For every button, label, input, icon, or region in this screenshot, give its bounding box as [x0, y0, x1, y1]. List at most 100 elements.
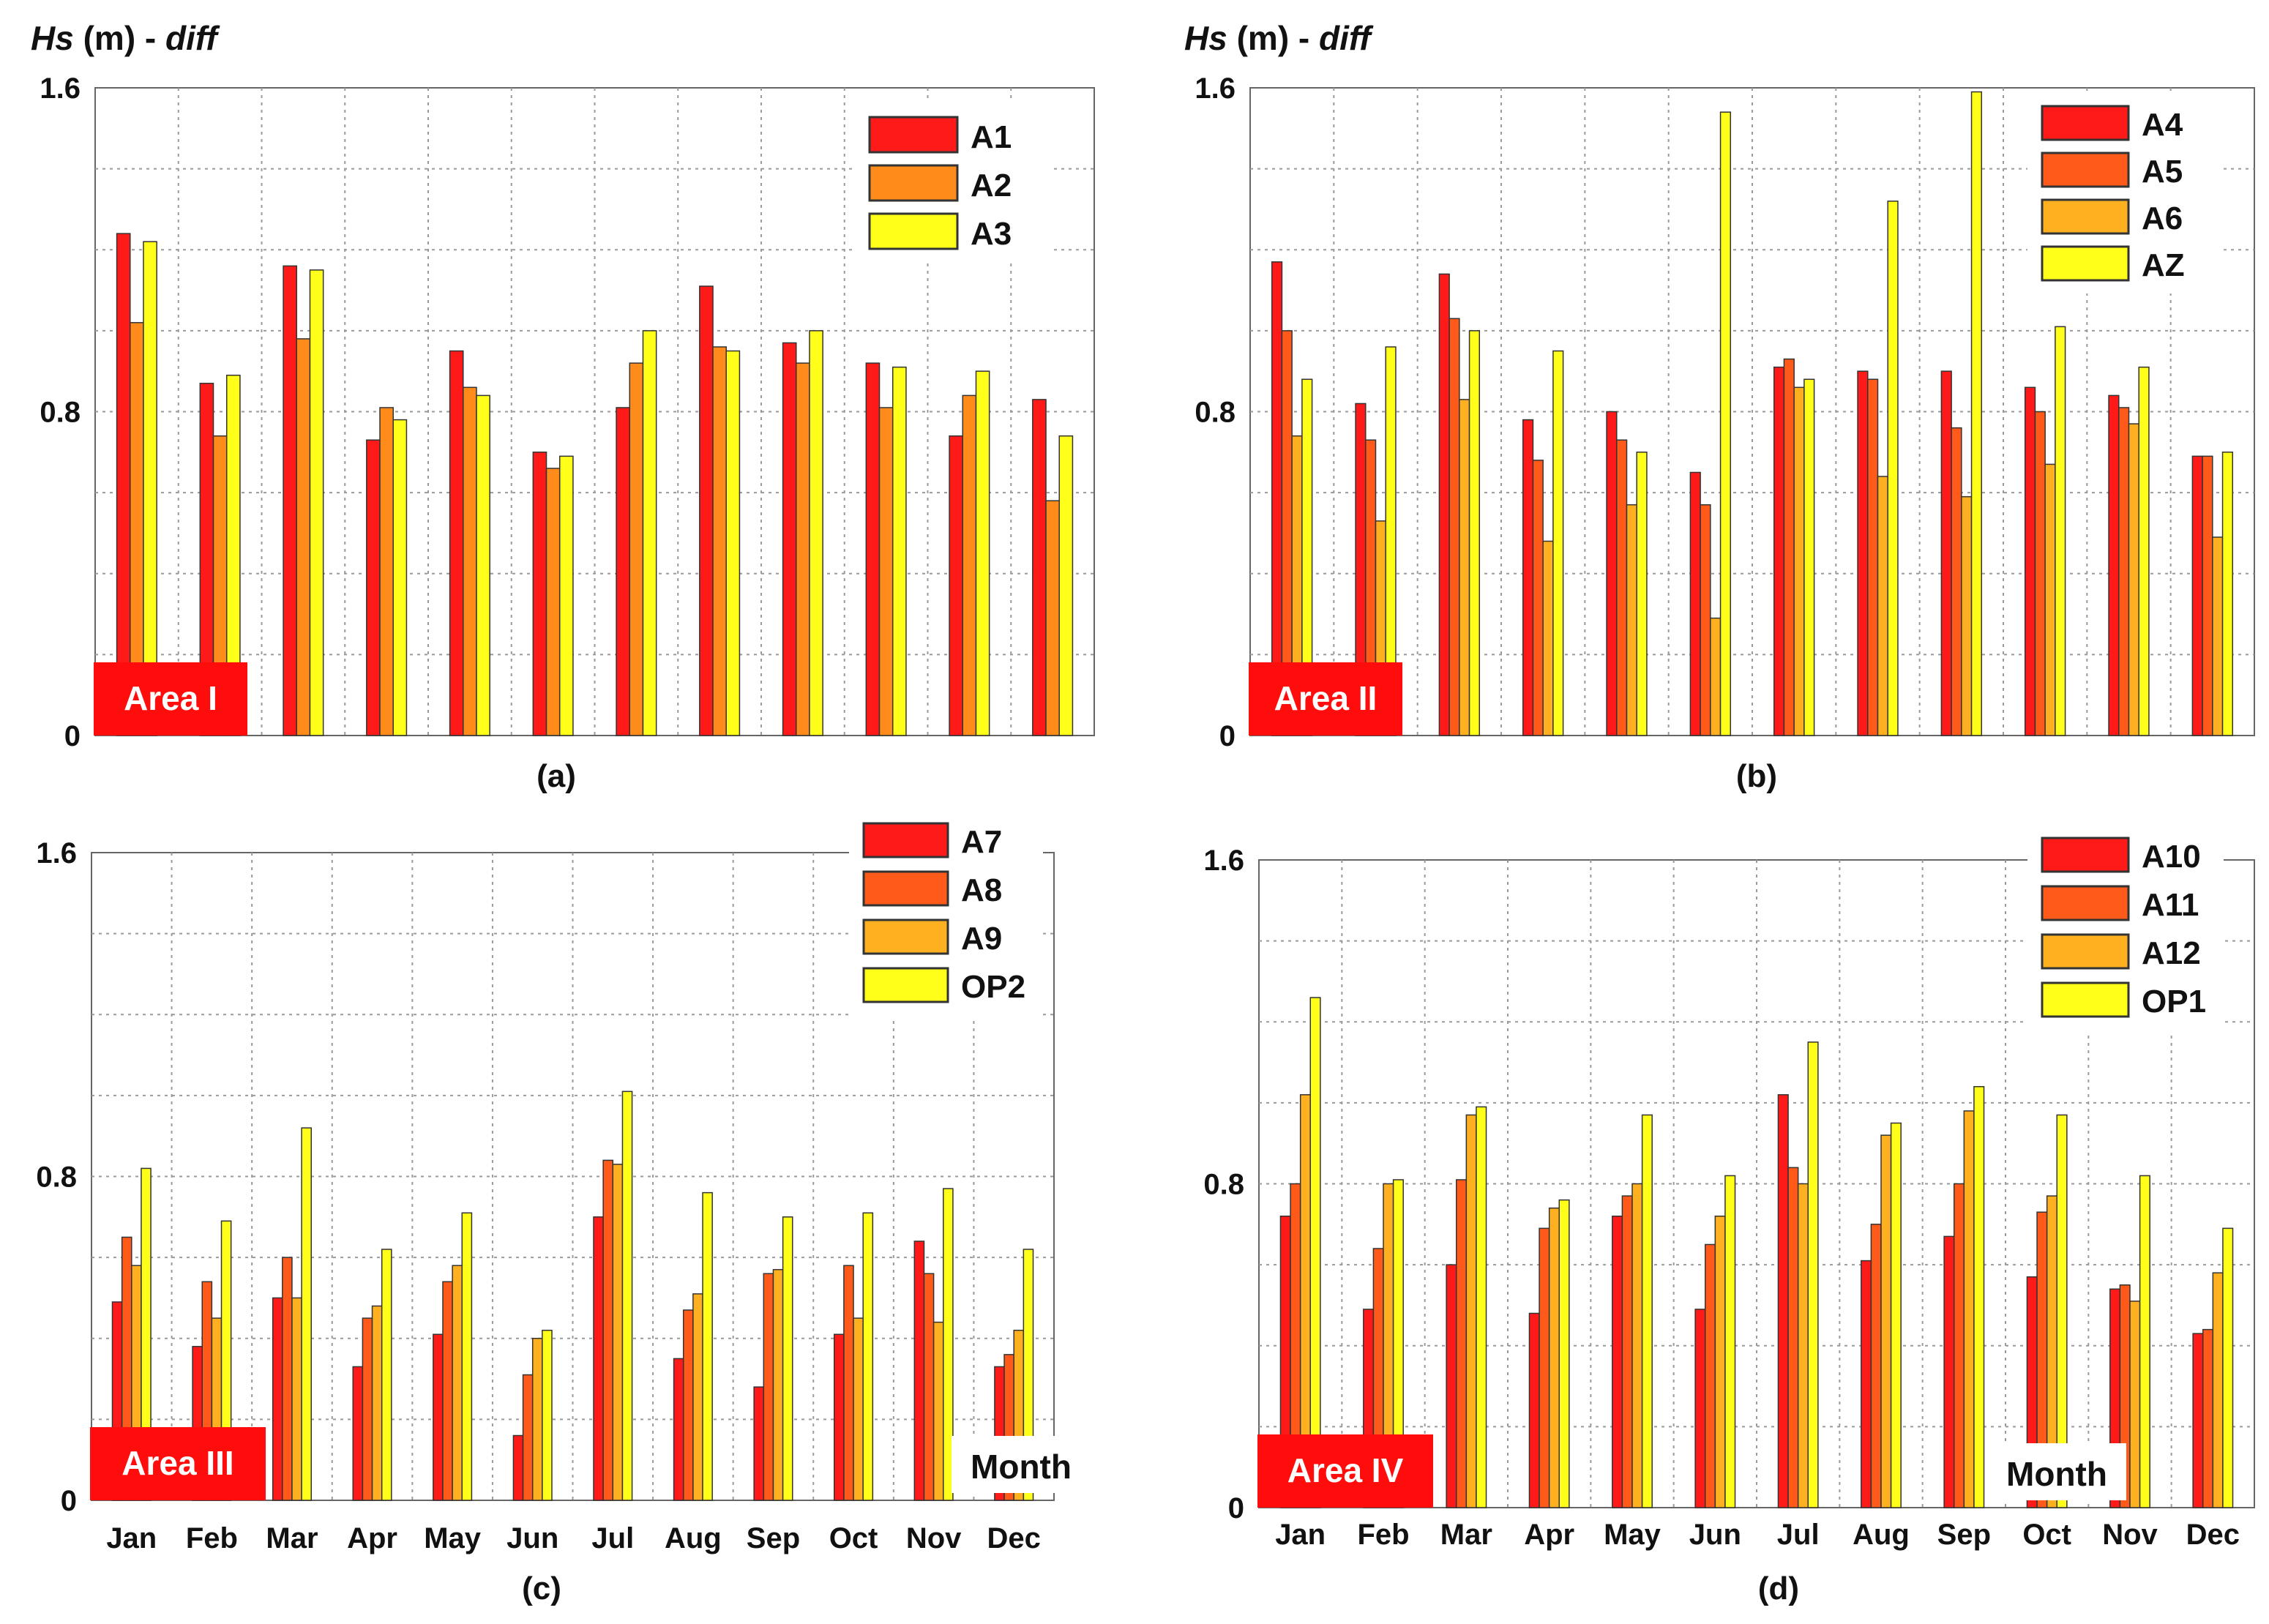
- x-tick-label: Jan: [106, 1522, 157, 1554]
- legend-swatch-a4: [2041, 105, 2130, 141]
- bar-a7-may: [433, 1333, 444, 1501]
- legend-label: A1: [971, 119, 1012, 155]
- bar-a9-sep: [772, 1268, 784, 1501]
- legend-label: A11: [2142, 887, 2199, 923]
- y-axis-title-suffix: diff: [1319, 19, 1374, 57]
- bar-a9-apr: [371, 1305, 383, 1501]
- bar-op2-oct: [862, 1212, 874, 1501]
- bar-a4-nov: [2108, 394, 2120, 736]
- legend: A7 A8 A9 OP2: [849, 809, 1043, 1017]
- y-tick-label: 1.6: [36, 837, 77, 869]
- bar-a3-aug: [725, 350, 741, 736]
- area-label-bg: [94, 662, 247, 736]
- bar-a3-nov: [975, 370, 990, 736]
- bar-a4-oct: [2024, 386, 2036, 736]
- bar-a8-jun: [522, 1374, 534, 1501]
- bar-a6-jul: [1793, 386, 1805, 736]
- bar-a4-aug: [1857, 370, 1869, 736]
- bar-a7-sep: [753, 1386, 765, 1501]
- legend: A1 A2 A3: [855, 102, 1053, 262]
- bar-a8-jul: [602, 1159, 614, 1501]
- bar-a9-may: [452, 1265, 463, 1501]
- legend-swatch-a9: [862, 918, 949, 955]
- bar-a12-may: [1631, 1183, 1643, 1508]
- x-tick-label: Jul: [591, 1522, 634, 1554]
- bar-a7-jun: [512, 1434, 524, 1501]
- area-label-bg: [1257, 1434, 1433, 1508]
- legend-swatch-a1: [868, 116, 959, 154]
- bar-op2-may: [461, 1212, 473, 1501]
- y-tick-label: 0: [1219, 720, 1236, 752]
- legend-swatch-a2: [868, 164, 959, 202]
- bar-a6-aug: [1877, 476, 1888, 736]
- x-tick-label: Jan: [1275, 1519, 1326, 1551]
- bar-a1-apr: [366, 439, 381, 736]
- legend-label: A7: [961, 824, 1002, 860]
- bar-a9-jul: [612, 1164, 624, 1501]
- bar-a7-oct: [833, 1333, 845, 1501]
- y-axis-title-unit: (m) -: [1227, 19, 1319, 57]
- bar-a1-sep: [782, 342, 797, 736]
- bar-az-jun: [1719, 111, 1732, 736]
- bar-a3-jan: [143, 241, 157, 736]
- bar-a5-nov: [2118, 407, 2130, 736]
- bar-a2-oct: [878, 407, 894, 736]
- x-tick-label: Sep: [747, 1522, 800, 1554]
- bar-az-aug: [1887, 201, 1899, 736]
- bar-op1-jun: [1724, 1175, 1736, 1508]
- bar-az-sep: [1970, 91, 1983, 736]
- legend: A10 A11 A12 OP1: [2027, 823, 2224, 1031]
- bar-a3-mar: [309, 269, 324, 736]
- x-tick-label: Mar: [1440, 1519, 1492, 1551]
- area-label: Area III: [122, 1444, 233, 1482]
- x-tick-label: Nov: [906, 1522, 962, 1554]
- area-label-bg: [90, 1427, 266, 1500]
- subfigure-label: (d): [1758, 1571, 1799, 1606]
- bar-a3-jun: [558, 455, 574, 736]
- area-label-bg: [1249, 662, 1402, 736]
- bar-a8-apr: [362, 1317, 373, 1501]
- legend-label: A8: [961, 872, 1002, 908]
- legend-label: A4: [2142, 107, 2183, 143]
- x-tick-label: Jun: [1689, 1519, 1741, 1551]
- bar-a10-dec: [2192, 1333, 2204, 1508]
- bar-a11-apr: [1539, 1227, 1550, 1508]
- bar-a8-oct: [843, 1265, 854, 1501]
- bar-a5-mar: [1449, 318, 1460, 736]
- y-tick-label: 0: [1228, 1492, 1244, 1524]
- y-axis-title-unit: (m) -: [74, 19, 165, 57]
- legend-swatch-a6: [2041, 198, 2130, 235]
- x-tick-label: Apr: [347, 1522, 397, 1554]
- legend: A4 A5 A6 AZ: [2027, 91, 2224, 293]
- bar-a6-may: [1626, 504, 1637, 736]
- bar-op2-jun: [542, 1329, 553, 1501]
- bar-a6-jun: [1710, 617, 1722, 736]
- x-tick-label: Apr: [1524, 1519, 1574, 1551]
- bar-a10-jul: [1777, 1094, 1789, 1508]
- bar-a3-sep: [809, 330, 823, 736]
- bar-a9-jun: [531, 1338, 543, 1501]
- chart-panel-a: 0 0.8 1.6 Area I A1 A2 A3 Hs (m) - diff (a): [31, 19, 1095, 794]
- bar-a2-may: [463, 386, 477, 736]
- bar-a8-aug: [682, 1309, 694, 1501]
- y-tick-label: 1.6: [40, 72, 81, 105]
- bar-a5-jul: [1783, 358, 1795, 736]
- x-tick-label: Jun: [506, 1522, 558, 1554]
- bar-a1-may: [449, 350, 464, 736]
- bar-a7-aug: [673, 1358, 684, 1501]
- legend-swatch-a5: [2041, 151, 2130, 188]
- bar-az-dec: [2221, 452, 2234, 736]
- y-axis-title: Hs (m) - diff: [31, 19, 220, 57]
- bar-a7-nov: [913, 1241, 925, 1501]
- bar-a5-oct: [2034, 411, 2046, 736]
- x-tick-label: Feb: [186, 1522, 238, 1554]
- bar-a1-jun: [532, 452, 547, 736]
- bar-a2-nov: [962, 394, 977, 736]
- x-tick-label: Dec: [2186, 1519, 2240, 1551]
- bar-op1-apr: [1558, 1199, 1570, 1508]
- legend-label: A10: [2142, 839, 2201, 875]
- bar-a6-nov: [2128, 423, 2139, 736]
- x-axis-label: Month: [971, 1448, 1072, 1486]
- bar-a1-aug: [699, 285, 714, 736]
